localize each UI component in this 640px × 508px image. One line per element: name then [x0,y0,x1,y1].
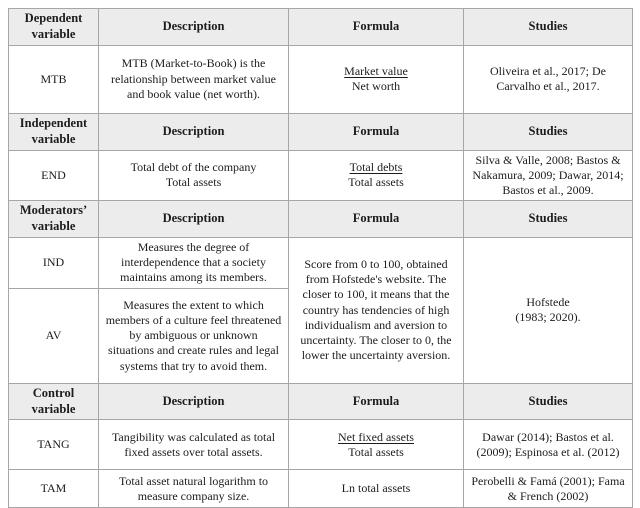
header-dependent-variable: Dependent variable [8,8,99,46]
header-description-2: Description [98,112,289,151]
tam-studies: Perobelli & Famá (2001); Fama & French (… [463,469,633,508]
header-studies-2: Studies [463,112,633,151]
mtb-formula-numerator: Market value [344,64,408,79]
ind-description: Measures the degree of interdependence t… [98,236,289,289]
tang-formula-fraction: Net fixed assets Total assets [338,430,414,460]
header-studies-4: Studies [463,382,633,421]
header-description-1: Description [98,8,289,46]
end-studies: Silva & Valle, 2008; Bastos & Nakamura, … [463,149,633,202]
moderators-shared-studies: Hofstede (1983; 2020). [463,236,633,384]
header-formula-1: Formula [288,8,464,46]
variables-definition-table: Dependent variable Description Formula S… [8,8,633,508]
ind-variable: IND [8,236,99,289]
header-formula-3: Formula [288,200,464,238]
header-row-moderators: Moderators’ variable Description Formula… [8,200,633,238]
end-formula-denominator: Total assets [348,175,404,190]
row-end: END Total debt of the company Total asse… [8,149,633,202]
header-row-control: Control variable Description Formula Stu… [8,382,633,421]
header-studies-1: Studies [463,8,633,46]
tam-formula: Ln total assets [288,469,464,508]
mtb-studies: Oliveira et al., 2017; De Carvalho et al… [463,44,633,114]
end-formula: Total debts Total assets [288,149,464,202]
tam-description: Total asset natural logarithm to measure… [98,469,289,508]
moderators-shared-formula: Score from 0 to 100, obtained from Hofst… [288,236,464,384]
header-control-variable: Control variable [8,382,99,421]
tang-formula-numerator: Net fixed assets [338,429,414,444]
tang-studies: Dawar (2014); Bastos et al. (2009); Espi… [463,419,633,471]
header-independent-variable: Independent variable [8,112,99,151]
end-formula-fraction: Total debts Total assets [348,160,403,190]
header-formula-4: Formula [288,382,464,421]
end-formula-numerator: Total debts [349,160,403,175]
header-studies-3: Studies [463,200,633,238]
header-description-3: Description [98,200,289,238]
av-variable: AV [8,287,99,384]
mtb-formula: Market value Net worth [288,44,464,114]
mtb-description: MTB (Market-to-Book) is the relationship… [98,44,289,114]
tam-variable: TAM [8,469,99,508]
end-description: Total debt of the company Total assets [98,149,289,202]
mtb-variable: MTB [8,44,99,114]
tang-formula-denominator: Total assets [348,444,404,459]
row-ind: IND Measures the degree of interdependen… [8,236,633,384]
header-moderators-variable: Moderators’ variable [8,200,99,238]
row-tang: TANG Tangibility was calculated as total… [8,419,633,471]
header-row-dependent: Dependent variable Description Formula S… [8,8,633,46]
row-av: AV Measures the extent to which members … [8,287,633,384]
av-description: Measures the extent to which members of … [98,287,289,384]
mtb-formula-denominator: Net worth [351,79,401,94]
header-description-4: Description [98,382,289,421]
tang-formula: Net fixed assets Total assets [288,419,464,471]
end-variable: END [8,149,99,202]
header-formula-2: Formula [288,112,464,151]
header-row-independent: Independent variable Description Formula… [8,112,633,151]
tang-variable: TANG [8,419,99,471]
row-mtb: MTB MTB (Market-to-Book) is the relation… [8,44,633,114]
row-tam: TAM Total asset natural logarithm to mea… [8,469,633,508]
tang-description: Tangibility was calculated as total fixe… [98,419,289,471]
mtb-formula-fraction: Market value Net worth [344,64,408,94]
